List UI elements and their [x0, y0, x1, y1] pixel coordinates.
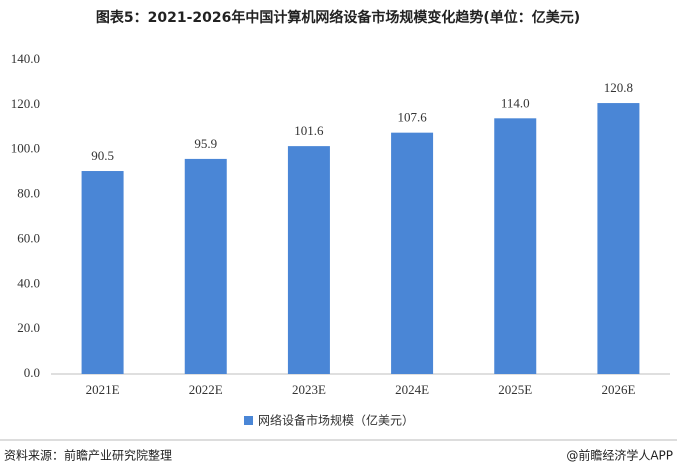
bar	[287, 146, 330, 374]
chart-title: 图表5：2021-2026年中国计算机网络设备市场规模变化趋势(单位：亿美元)	[96, 9, 580, 26]
legend-swatch	[244, 416, 253, 425]
credit: @前瞻经济学人APP	[566, 448, 673, 463]
x-tick-label: 2023E	[292, 382, 326, 397]
x-tick-label: 2022E	[189, 382, 223, 397]
y-tick-label: 140.0	[11, 51, 40, 66]
y-tick-label: 120.0	[11, 96, 40, 111]
legend-label: 网络设备市场规模（亿美元）	[258, 413, 414, 428]
bar	[494, 118, 537, 374]
bar	[391, 132, 434, 374]
x-tick-label: 2024E	[395, 382, 429, 397]
bar	[597, 103, 640, 374]
y-tick-label: 80.0	[17, 186, 40, 201]
data-label: 114.0	[501, 95, 530, 110]
y-tick-label: 20.0	[17, 320, 40, 335]
y-tick-label: 100.0	[11, 141, 40, 156]
source: 资料来源：前瞻产业研究院整理	[4, 448, 172, 463]
x-tick-label: 2025E	[498, 382, 532, 397]
x-tick-label: 2021E	[86, 382, 120, 397]
data-label: 120.8	[604, 80, 633, 95]
y-tick-label: 40.0	[17, 275, 40, 290]
data-label: 90.5	[91, 148, 114, 163]
data-label: 101.6	[294, 123, 324, 138]
data-label: 107.6	[397, 110, 427, 125]
bar	[81, 171, 124, 374]
y-tick-label: 0.0	[24, 365, 40, 380]
data-label: 95.9	[194, 136, 217, 151]
bar	[184, 158, 227, 374]
y-tick-label: 60.0	[17, 230, 40, 245]
x-tick-label: 2026E	[601, 382, 635, 397]
